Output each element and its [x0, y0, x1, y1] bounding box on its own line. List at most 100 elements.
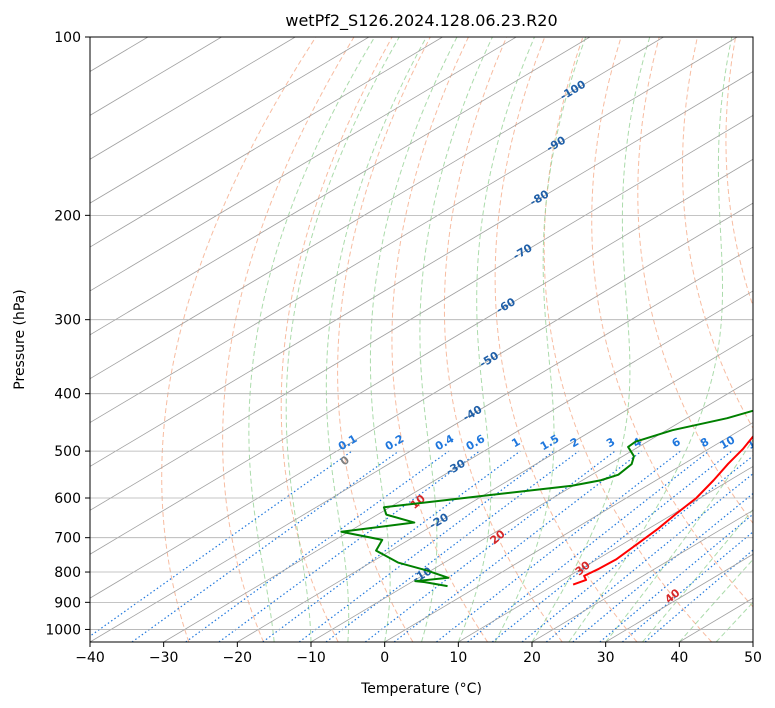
chart-title: wetPf2_S126.2024.128.06.23.R20: [285, 11, 557, 31]
axes: −40 −30 −20 −10 0 10 20 30 40 5010020030040050060…: [45, 30, 762, 666]
mixing-ratio-line: [436, 450, 681, 642]
x-tick-label: 40: [670, 650, 688, 666]
isotherm-line: [90, 37, 517, 292]
mixing-ratio-line: [545, 472, 753, 642]
isotherm-label: -40: [461, 403, 485, 425]
y-tick-label: 500: [54, 444, 81, 460]
mixing-ratio-line: [644, 549, 753, 642]
x-tick-label: 20: [523, 650, 541, 666]
y-tick-label: 800: [54, 565, 81, 581]
moist-adiabat-line: [531, 37, 651, 642]
mixing-ratio-line: [393, 450, 642, 642]
y-tick-label: 600: [54, 491, 81, 507]
isotherm-line: [163, 290, 753, 642]
x-tick-label: −20: [223, 650, 253, 666]
mixing-ratio-label: 16: [767, 433, 775, 452]
isotherm-line: [458, 465, 753, 642]
y-tick-label: 700: [54, 531, 81, 547]
isotherm-line: [90, 37, 664, 380]
moist-adiabat-line: [457, 37, 535, 642]
mixing-ratio-line: [364, 450, 616, 642]
plot-frame: [89, 36, 754, 643]
isotherm-label: -90: [544, 133, 568, 155]
mixing-ratio-line: [90, 450, 353, 637]
isotherm-line: [310, 378, 753, 642]
x-tick-label: 0: [380, 650, 389, 666]
y-tick-label: 300: [54, 313, 81, 329]
y-tick-label: 200: [54, 208, 81, 224]
moist-adiabat-line: [325, 37, 427, 642]
isotherm-line: [90, 37, 222, 116]
y-axis-label: Pressure (hPa): [12, 289, 28, 389]
x-tick-label: −30: [149, 650, 179, 666]
mixing-ratio-label: 2: [568, 435, 581, 450]
x-tick-label: −10: [296, 650, 326, 666]
isotherm-line: [90, 37, 738, 424]
mixing-ratio-label: 3: [604, 435, 617, 450]
dry-adiabat-line: [161, 37, 317, 642]
dry-adiabat-label: 20: [488, 527, 508, 547]
isotherm-label: -80: [528, 187, 552, 209]
curve-labels: -100-90-80-70-60-50-40-30-20-100.1 0.2 0.4…: [336, 78, 775, 606]
dry-adiabat-line: [443, 37, 563, 642]
mixing-ratio-label: 8: [698, 435, 711, 450]
isotherm-label: -50: [477, 349, 501, 371]
dry-adiabat-line: [280, 37, 393, 642]
moist-adiabat-line: [605, 438, 753, 642]
y-tick-label: 100: [54, 30, 81, 46]
moist-adiabat-line: [248, 37, 376, 642]
isotherm-line: [90, 202, 753, 599]
temperature-profile-line: [572, 435, 753, 586]
mixing-ratio-line: [521, 455, 753, 642]
moist-adiabat-line: [568, 37, 733, 642]
moist-adiabat-line: [494, 37, 587, 642]
x-tick-label: 10: [449, 650, 467, 666]
x-tick-label: 50: [744, 650, 762, 666]
isotherm-line: [679, 597, 753, 642]
y-tick-label: 900: [54, 595, 81, 611]
isotherm-label: -20: [427, 510, 451, 532]
mixing-ratio-line: [325, 450, 580, 642]
dry-adiabat-line: [637, 37, 753, 525]
dry-adiabat-line: [591, 37, 753, 608]
isotherm-line: [90, 246, 753, 642]
dry-adiabat-line: [494, 37, 638, 642]
x-tick-label: 30: [597, 650, 615, 666]
isotherm-label: -100: [558, 78, 589, 103]
mixing-ratio-label: 6: [670, 435, 683, 450]
dry-adiabat-line: [222, 37, 355, 642]
dry-adiabat-line: [682, 37, 753, 430]
isotherm-line: [90, 114, 753, 511]
mixing-ratio-line: [621, 531, 753, 642]
isotherm-line: [90, 37, 370, 204]
dry-adiabat-label: 0: [338, 453, 352, 468]
isotherm-line: [90, 37, 296, 160]
mixing-ratio-line: [491, 450, 733, 642]
background-lines: [90, 37, 775, 642]
y-tick-label: 1000: [45, 622, 81, 638]
mixing-ratio-label: 1.5: [538, 432, 561, 453]
isotherm-line: [90, 37, 591, 336]
sounding-profiles: [340, 409, 753, 588]
isotherm-line: [90, 71, 753, 467]
mixing-ratio-line: [218, 450, 480, 642]
mixing-ratio-line: [185, 450, 450, 642]
dry-adiabat-line: [768, 37, 775, 642]
mixing-ratio-label: 10: [718, 433, 738, 452]
dry-adiabat-line: [725, 37, 753, 308]
isotherm-label: -70: [511, 241, 535, 263]
dry-adiabat-label: 40: [663, 586, 683, 606]
isotherm-line: [605, 553, 753, 642]
mixing-ratio-line: [262, 450, 521, 642]
mixing-ratio-label: 0.1: [336, 432, 359, 453]
isotherm-label: -30: [444, 457, 468, 479]
mixing-ratio-label: 0.2: [383, 432, 406, 453]
isotherm-line: [237, 334, 753, 642]
mixing-ratio-line: [572, 492, 753, 642]
x-axis-label: Temperature (°C): [360, 681, 482, 697]
isotherm-line: [90, 37, 443, 248]
isotherm-line: [90, 158, 753, 555]
mixing-ratio-line: [298, 450, 555, 642]
dry-adiabat-label: 30: [573, 558, 593, 578]
